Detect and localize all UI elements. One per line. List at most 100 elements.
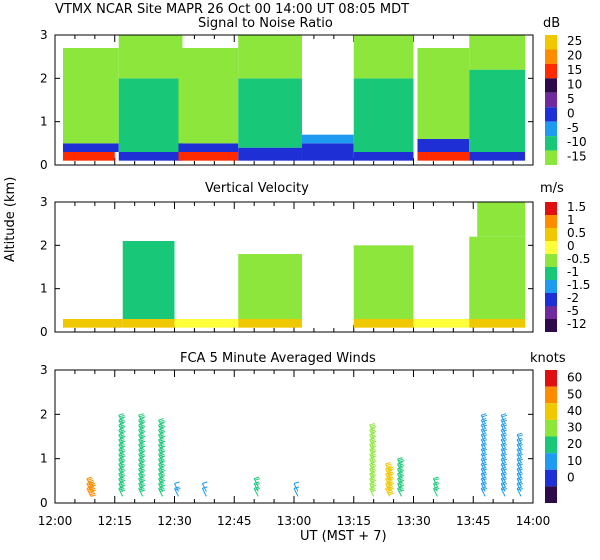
heat-cell — [413, 319, 470, 328]
unit-winds: knots — [530, 351, 566, 366]
colorbar-label: -1 — [567, 265, 579, 279]
heat-cell — [122, 241, 175, 319]
wind-barb — [369, 486, 377, 497]
colorbar-label: -5 — [567, 304, 579, 318]
heat-cell — [118, 152, 183, 161]
colorbar-swatch — [545, 215, 557, 228]
colorbar-label: 10 — [567, 77, 582, 91]
y-tick-label: 3 — [40, 363, 48, 377]
colorbar-label: 0 — [567, 239, 575, 253]
heat-cell — [178, 152, 239, 161]
winds-barbs: 0 1 2 3 — [40, 363, 534, 510]
wind-barb — [480, 413, 488, 424]
colorbar-swatch — [545, 267, 557, 280]
y-tick-label: 2 — [40, 407, 48, 421]
wind-barb — [500, 413, 508, 424]
unit-vv: m/s — [540, 181, 564, 196]
colorbar-label: 20 — [567, 49, 582, 63]
vv-heatmap: 0 1 2 3 — [40, 195, 534, 339]
x-axis-label: UT (MST + 7) — [300, 529, 387, 544]
heat-cell — [238, 319, 302, 328]
colorbar-label: 25 — [567, 34, 582, 48]
colorbar-swatch — [545, 228, 557, 241]
heat-cell — [62, 319, 123, 328]
colorbar-label: 0.5 — [567, 226, 586, 240]
x-tick-label: 13:30 — [396, 514, 431, 528]
heat-cell — [178, 48, 239, 144]
colorbar-swatch — [545, 453, 557, 470]
heat-cell — [62, 48, 119, 144]
x-tick-labels: 12:00 12:15 12:30 12:45 13:00 13:15 13:30 13:45… — [38, 514, 551, 528]
vv-colorbar: 1.510.50-0.5-1-1.5-2-5-12 — [545, 200, 590, 332]
colorbar-swatch — [545, 386, 557, 404]
heat-cell — [238, 35, 302, 79]
colorbar-label: 1 — [567, 213, 575, 227]
y-tick-label: 1 — [40, 115, 48, 129]
colorbar-swatch — [545, 254, 557, 267]
heat-cell — [238, 78, 302, 148]
colorbar-swatch — [545, 486, 557, 503]
heat-cell — [301, 143, 354, 161]
heat-cell — [469, 69, 526, 152]
colorbar-swatch — [545, 469, 557, 487]
colorbar-label: -0.5 — [567, 252, 590, 266]
wind-barb — [397, 457, 405, 468]
wind-barb — [201, 481, 208, 492]
heat-cell — [469, 152, 526, 161]
colorbar-label: 60 — [567, 371, 582, 385]
colorbar-label: 5 — [567, 92, 575, 106]
colorbar-swatch — [545, 436, 557, 454]
colorbar-label: 30 — [567, 421, 582, 435]
colorbar-label: 10 — [567, 454, 582, 468]
plot-frame-top — [54, 369, 534, 504]
y-tick-label: 2 — [40, 71, 48, 85]
colorbar-swatch — [545, 419, 557, 437]
wind-barb — [253, 476, 261, 487]
colorbar-label: 0 — [567, 470, 575, 484]
panel-title-winds: FCA 5 Minute Averaged Winds — [180, 351, 376, 366]
colorbar-swatch — [545, 241, 557, 254]
colorbar-swatch — [545, 35, 557, 50]
x-tick-label: 13:15 — [336, 514, 371, 528]
colorbar-label: -2 — [567, 291, 579, 305]
heat-cell — [353, 78, 414, 152]
colorbar-label: -5 — [567, 121, 579, 135]
y-tick-label: 3 — [40, 195, 48, 209]
colorbar-swatch — [545, 370, 557, 387]
colorbar-swatch — [545, 136, 557, 151]
winds-colorbar: 60 50 40 30 20 10 0 — [545, 370, 582, 503]
colorbar-swatch — [545, 150, 557, 165]
colorbar-label: -10 — [567, 135, 587, 149]
y-tick-label: 0 — [40, 158, 48, 172]
plot-frame-top — [54, 201, 534, 333]
header-line1: VTMX NCAR Site MAPR 26 Oct 00 14:00 UT 0… — [55, 2, 409, 17]
wind-barb — [118, 413, 126, 424]
wind-barb — [158, 486, 166, 497]
colorbar-swatch — [545, 78, 557, 93]
x-tick-label: 12:15 — [97, 514, 132, 528]
y-tick-label: 0 — [40, 325, 48, 339]
heat-cell — [353, 319, 414, 328]
wind-barb — [369, 422, 377, 434]
heat-cell — [353, 245, 414, 319]
snr-heatmap: 0 1 2 3 — [40, 28, 534, 172]
wind-barb — [385, 461, 394, 473]
colorbar-swatch — [545, 63, 557, 79]
wind-barb — [138, 413, 146, 424]
heat-cell — [417, 152, 470, 161]
colorbar-swatch — [545, 280, 557, 293]
wind-barb — [158, 418, 166, 429]
colorbar-swatch — [545, 49, 557, 64]
wind-barb — [432, 476, 440, 487]
colorbar-label: -12 — [567, 317, 587, 331]
x-tick-label: 12:45 — [217, 514, 252, 528]
wind-barb — [138, 486, 146, 497]
heat-cell — [353, 152, 414, 161]
heat-cell — [469, 236, 526, 319]
colorbar-label: 15 — [567, 63, 582, 77]
colorbar-label: 0 — [567, 106, 575, 120]
heat-cell — [301, 134, 354, 144]
y-tick-label: 0 — [40, 496, 48, 510]
y-axis-label: Altitude (km) — [3, 177, 18, 262]
